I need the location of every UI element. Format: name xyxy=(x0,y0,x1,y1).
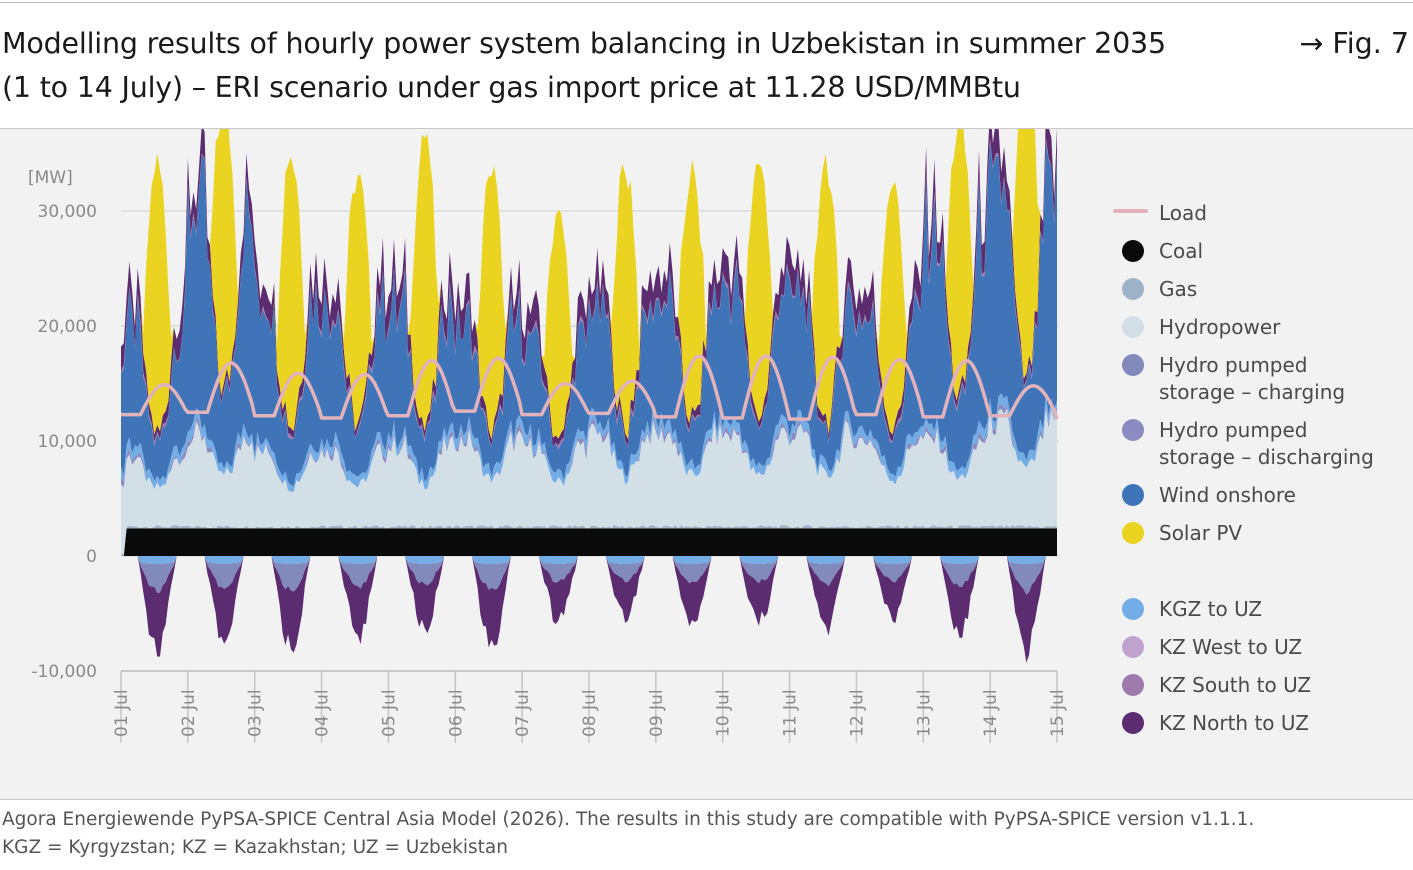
page-title: Modelling results of hourly power system… xyxy=(2,22,1262,110)
legend-label: KGZ to UZ xyxy=(1159,597,1262,621)
load-layer xyxy=(121,354,1059,421)
legend-swatch-dot xyxy=(1122,636,1144,658)
legend-swatch-dot xyxy=(1122,278,1144,300)
legend-item-kz-north-to-uz: KZ North to UZ xyxy=(1122,711,1309,735)
x-tick-label: 04 Jul xyxy=(313,689,333,737)
legend-item-load: Load xyxy=(1113,201,1207,225)
x-tick-label: 10 Jul xyxy=(714,689,734,737)
legend-item-hydropower: Hydropower xyxy=(1122,315,1281,339)
negative-area-kz-north-to-uz xyxy=(121,556,1057,663)
area-wind-onshore xyxy=(121,141,1057,486)
legend-label: Hydropower xyxy=(1159,315,1281,339)
footer: Agora Energiewende PyPSA-SPICE Central A… xyxy=(2,806,1402,862)
x-tick-label: 03 Jul xyxy=(246,689,266,737)
y-tick-label: 20,000 xyxy=(38,317,97,337)
x-tick-label: 02 Jul xyxy=(179,689,199,737)
x-tick-label: 07 Jul xyxy=(513,689,533,737)
y-tick-label: 0 xyxy=(86,547,97,567)
area-kgz-to-uz xyxy=(121,393,1057,492)
legend-swatch-dot xyxy=(1122,674,1144,696)
chart-panel: [MW] 30,000 20,000 10,000 0 -10,000 01 Jul 02 J… xyxy=(0,128,1413,800)
load-line xyxy=(121,354,1059,421)
legend-label: Load xyxy=(1159,201,1207,225)
legend-swatch-dot xyxy=(1122,419,1144,441)
legend-swatch-dot xyxy=(1122,354,1144,376)
negative-area-hydro-pumped-storage-charging xyxy=(121,556,1057,595)
legend-label: Hydro pumped storage – charging xyxy=(1159,353,1345,404)
x-tick-label: 05 Jul xyxy=(379,689,399,737)
title-line-2: (1 to 14 July) – ERI scenario under gas … xyxy=(2,71,1021,104)
y-tick-label: 30,000 xyxy=(38,202,97,222)
y-tick-label: 10,000 xyxy=(38,432,97,452)
x-tick-label: 12 Jul xyxy=(847,689,867,737)
area-layer xyxy=(121,129,1057,663)
x-tick-label: 14 Jul xyxy=(981,689,1001,737)
area-kz-north-to-uz xyxy=(121,129,1057,447)
source-note: Agora Energiewende PyPSA-SPICE Central A… xyxy=(2,809,1255,830)
top-rule xyxy=(0,2,1413,3)
legend-label: Wind onshore xyxy=(1159,483,1296,507)
x-tick-label: 11 Jul xyxy=(781,689,801,737)
area-solar-pv xyxy=(121,129,1057,440)
legend-swatch-dot xyxy=(1122,712,1144,734)
area-gas xyxy=(121,525,1057,556)
abbreviations-note: KGZ = Kyrgyzstan; KZ = Kazakhstan; UZ = … xyxy=(2,837,508,858)
legend-label: KZ South to UZ xyxy=(1159,673,1311,697)
legend-item-kz-west-to-uz: KZ West to UZ xyxy=(1122,635,1302,659)
legend-item-kgz-to-uz: KGZ to UZ xyxy=(1122,597,1262,621)
legend-swatch-dot xyxy=(1122,522,1144,544)
legend-label: KZ North to UZ xyxy=(1159,711,1309,735)
x-tick-label: 15 Jul xyxy=(1048,689,1068,737)
x-tick-label: 09 Jul xyxy=(647,689,667,737)
title-line-1: Modelling results of hourly power system… xyxy=(2,27,1166,60)
negative-area-kgz-to-uz xyxy=(121,556,1057,565)
legend-item-hydro-pumped-storage-discharging: Hydro pumped storage – discharging xyxy=(1122,418,1374,469)
legend-label: Solar PV xyxy=(1159,521,1242,545)
legend-item-gas: Gas xyxy=(1122,277,1197,301)
legend-swatch-dot xyxy=(1122,316,1144,338)
legend-label: KZ West to UZ xyxy=(1159,635,1302,659)
legend-item-coal: Coal xyxy=(1122,239,1203,263)
legend-item-hydro-pumped-storage-charging: Hydro pumped storage – charging xyxy=(1122,353,1345,404)
legend-swatch-dot xyxy=(1122,598,1144,620)
x-tick-label: 01 Jul xyxy=(112,689,132,737)
y-axis-unit-label: [MW] xyxy=(28,168,73,188)
x-tick-label: 08 Jul xyxy=(580,689,600,737)
legend-item-kz-south-to-uz: KZ South to UZ xyxy=(1122,673,1311,697)
legend-label: Coal xyxy=(1159,239,1203,263)
balancing-chart: [MW] 30,000 20,000 10,000 0 -10,000 01 Jul 02 J… xyxy=(28,129,1374,743)
figure-reference: → Fig. 7 xyxy=(1299,27,1409,60)
legend-swatch-dot xyxy=(1122,240,1144,262)
legend-item-wind-onshore: Wind onshore xyxy=(1122,483,1296,507)
y-tick-label: -10,000 xyxy=(31,662,97,682)
x-tick-label: 13 Jul xyxy=(914,689,934,737)
legend-swatch-dot xyxy=(1122,484,1144,506)
legend-label: Gas xyxy=(1159,277,1197,301)
legend-layer: Load Coal Gas Hydropower Hydro pumped storage… xyxy=(1113,201,1374,735)
x-tick-label: 06 Jul xyxy=(446,689,466,737)
axis-layer: [MW] 30,000 20,000 10,000 0 -10,000 01 Jul 02 J… xyxy=(28,168,1068,743)
area-coal xyxy=(121,528,1057,556)
legend-item-solar-pv: Solar PV xyxy=(1122,521,1242,545)
legend-label: Hydro pumped storage – discharging xyxy=(1159,418,1374,469)
area-hydropower xyxy=(121,408,1057,555)
